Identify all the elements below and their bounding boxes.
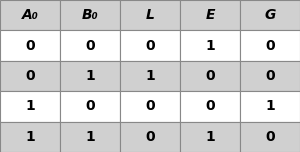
Text: 0: 0 [25,69,35,83]
Bar [180,61,240,91]
Bar [0,61,60,91]
Bar [120,122,180,152]
Text: 1: 1 [145,69,155,83]
Bar [240,91,300,122]
Bar [240,122,300,152]
Text: 1: 1 [205,130,215,144]
Bar [120,91,180,122]
Text: 0: 0 [145,99,155,113]
Text: 1: 1 [205,39,215,53]
Bar [180,0,240,30]
Text: 0: 0 [265,69,275,83]
Bar [180,91,240,122]
Bar [240,0,300,30]
Bar [240,61,300,91]
Text: 1: 1 [25,99,35,113]
Text: 0: 0 [265,39,275,53]
Bar [180,30,240,61]
Bar [0,122,60,152]
Bar [180,122,240,152]
Text: 1: 1 [85,130,95,144]
Bar [60,30,120,61]
Text: 0: 0 [205,69,215,83]
Text: 0: 0 [25,39,35,53]
Text: 1: 1 [85,69,95,83]
Bar [240,30,300,61]
Bar [0,0,60,30]
Text: G: G [264,8,276,22]
Bar [60,91,120,122]
Bar [60,61,120,91]
Text: 0: 0 [145,39,155,53]
Text: 0: 0 [85,39,95,53]
Text: L: L [146,8,154,22]
Text: 1: 1 [265,99,275,113]
Bar [60,122,120,152]
Text: 0: 0 [205,99,215,113]
Bar [0,91,60,122]
Text: E: E [205,8,215,22]
Text: 0: 0 [265,130,275,144]
Text: B₀: B₀ [82,8,98,22]
Text: 1: 1 [25,130,35,144]
Bar [120,30,180,61]
Text: A₀: A₀ [22,8,38,22]
Bar [0,30,60,61]
Bar [120,61,180,91]
Text: 0: 0 [85,99,95,113]
Bar [60,0,120,30]
Bar [120,0,180,30]
Text: 0: 0 [145,130,155,144]
